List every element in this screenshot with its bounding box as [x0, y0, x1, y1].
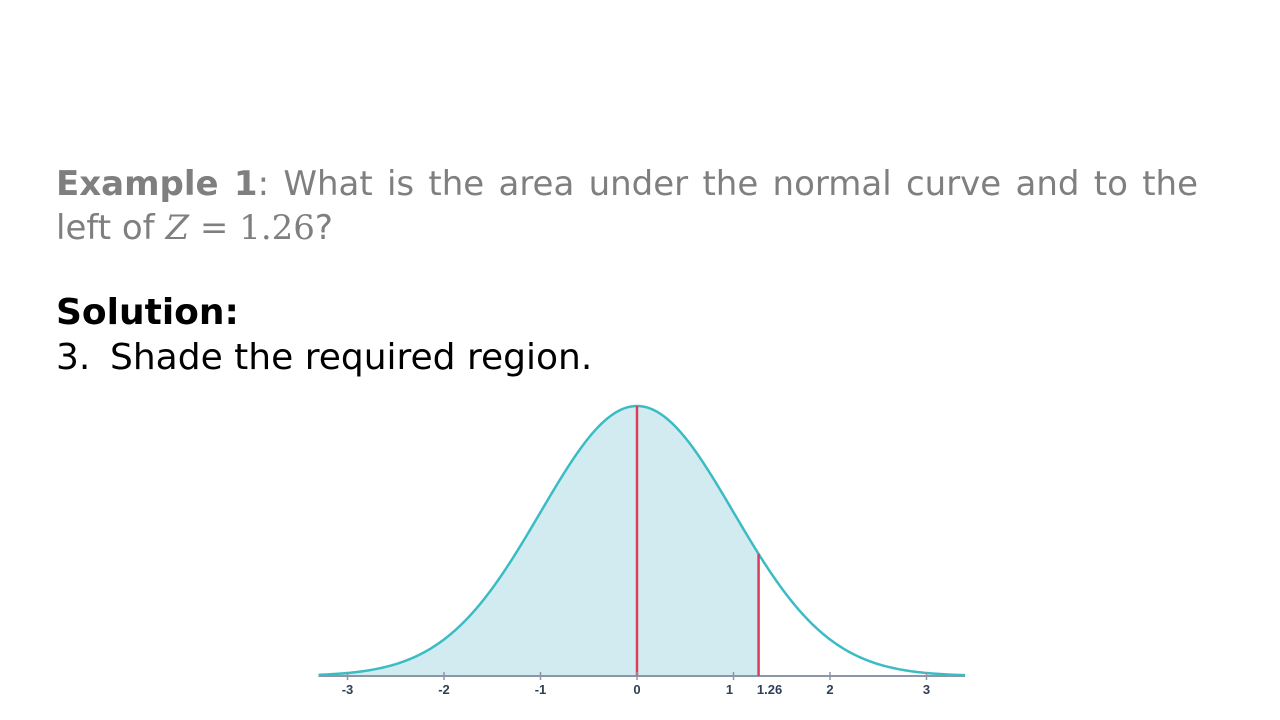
tick-label: 2	[826, 682, 833, 697]
tick-label: -2	[438, 682, 450, 697]
math-value: = 1.26	[189, 208, 315, 248]
tick-label: -3	[342, 682, 354, 697]
solution-step: 3. Shade the required region.	[56, 335, 592, 381]
example-label: Example 1	[56, 164, 258, 204]
math-variable: Z	[165, 208, 190, 248]
tick-label: 1	[726, 682, 733, 697]
math-expression: Z = 1.26	[165, 208, 314, 248]
tick-label: 0	[633, 682, 640, 697]
question-mark: ?	[314, 208, 333, 248]
question-text: What is the area under the normal curve …	[56, 164, 1198, 248]
problem-statement: Example 1: What is the area under the no…	[56, 162, 1198, 250]
step-number: 3.	[56, 337, 91, 378]
tick-label: 3	[923, 682, 930, 697]
step-text: Shade the required region.	[110, 337, 593, 378]
tick-label: 1.26	[757, 682, 782, 697]
example-separator: :	[257, 164, 270, 204]
normal-curve	[318, 404, 966, 677]
tick-label: -1	[535, 682, 547, 697]
solution-heading: Solution:	[56, 292, 239, 333]
shaded-region	[318, 406, 759, 676]
